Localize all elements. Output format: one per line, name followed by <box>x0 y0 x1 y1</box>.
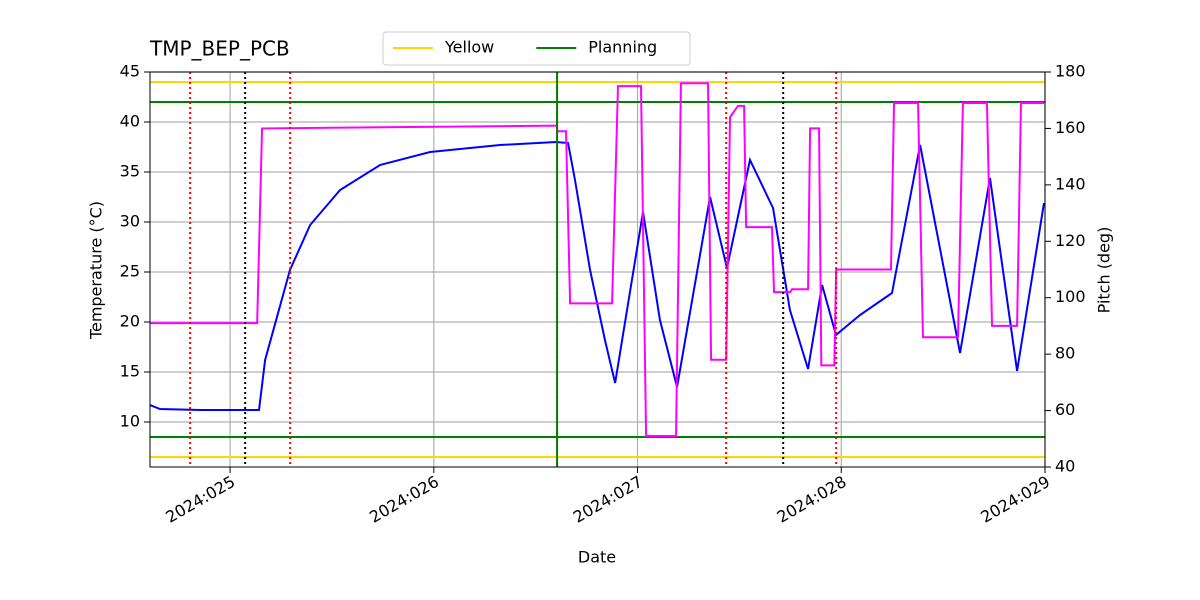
chart-title: TMP_BEP_PCB <box>149 37 290 61</box>
x-tick-label: 2024:028 <box>774 472 850 527</box>
y2-tick-label: 80 <box>1055 344 1075 363</box>
x-tick-label: 2024:027 <box>570 472 646 527</box>
y2-tick-label: 40 <box>1055 457 1075 476</box>
x-tick-label: 2024:025 <box>162 472 238 527</box>
y-tick-label: 35 <box>120 162 140 181</box>
x-tick-label: 2024:029 <box>977 472 1053 527</box>
y-tick-label: 10 <box>120 412 140 431</box>
series-line <box>150 82 1044 437</box>
y-tick-label: 25 <box>120 262 140 281</box>
legend-label: Yellow <box>444 38 494 57</box>
plot-frame <box>149 71 1046 468</box>
y2-tick-label: 180 <box>1055 62 1086 81</box>
x-axis-label: Date <box>578 548 616 567</box>
y2-tick-label: 160 <box>1055 118 1086 137</box>
y-axis-label: Temperature (°C) <box>87 201 106 340</box>
y2-tick-label: 140 <box>1055 174 1086 193</box>
y-tick-label: 30 <box>120 212 140 231</box>
legend-label: Planning <box>588 38 657 57</box>
series-line <box>150 140 1045 411</box>
y2-tick-label: 100 <box>1055 287 1086 306</box>
y2-tick-label: 60 <box>1055 400 1075 419</box>
y2-tick-label: 120 <box>1055 231 1086 250</box>
y-tick-label: 15 <box>120 362 140 381</box>
x-tick-label: 2024:026 <box>366 472 442 527</box>
y-tick-label: 40 <box>120 112 140 131</box>
y2-axis-label: Pitch (deg) <box>1095 227 1114 314</box>
y-tick-label: 45 <box>120 62 140 81</box>
y-tick-label: 20 <box>120 312 140 331</box>
